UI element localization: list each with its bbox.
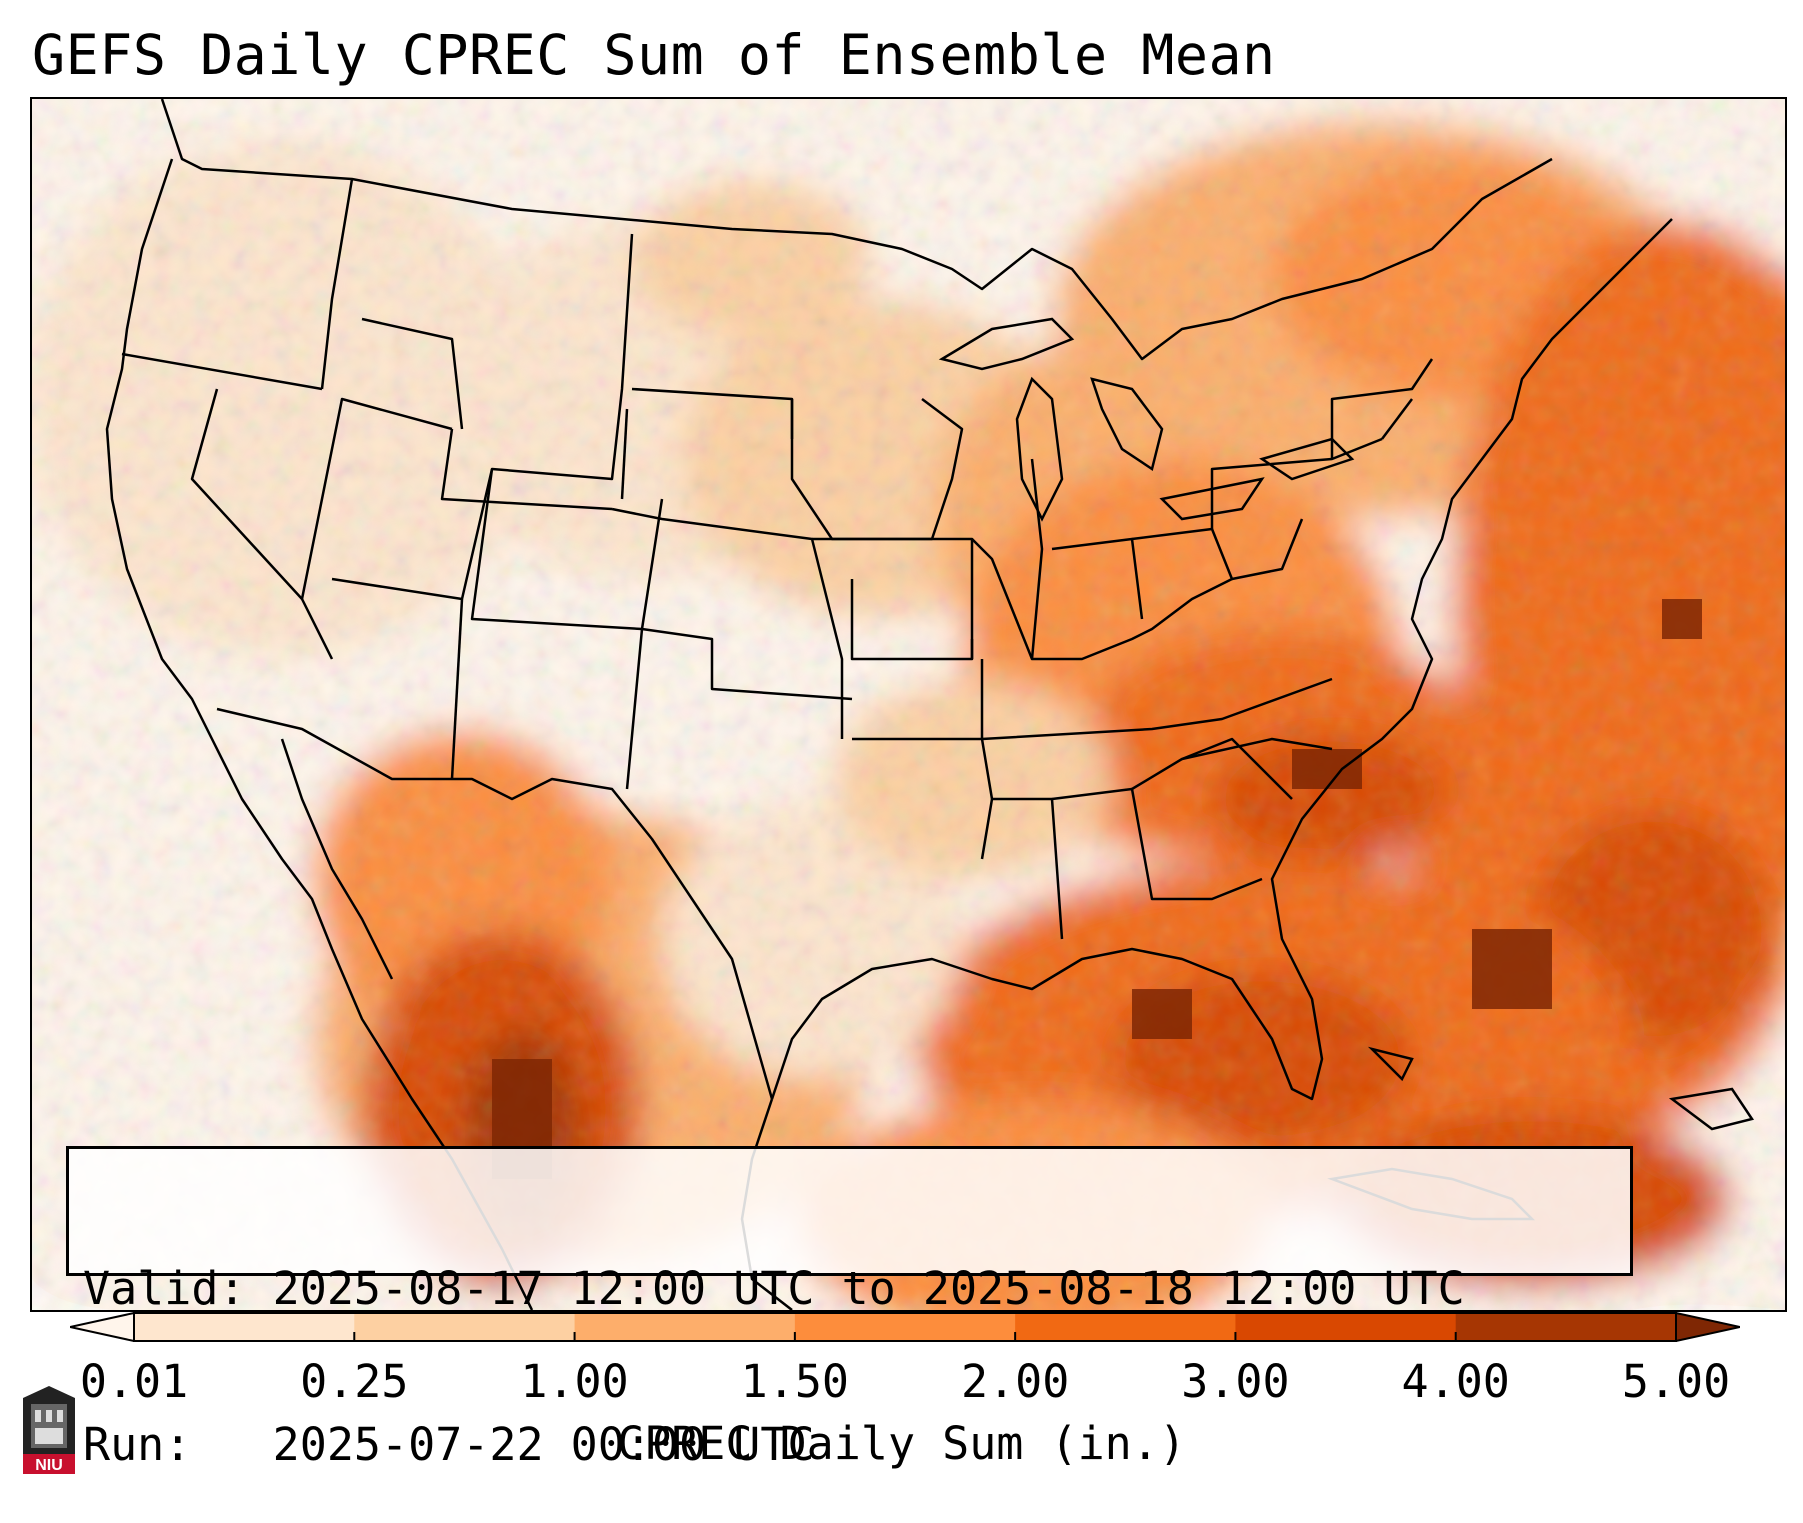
colorbar-bin [1235, 1313, 1457, 1341]
colorbar-tick-label: 3.00 [1181, 1355, 1290, 1408]
colorbar-label: CPREC Daily Sum (in.) [617, 1417, 1186, 1470]
colorbar [70, 1312, 1740, 1342]
valid-range: 2025-08-17 12:00 UTC to 2025-08-18 12:00… [272, 1262, 1465, 1315]
valid-label: Valid: [83, 1262, 246, 1315]
valid-line: Valid: 2025-08-17 12:00 UTC to 2025-08-1… [83, 1263, 1630, 1315]
colorbar-tick-label: 4.00 [1401, 1355, 1510, 1408]
valid-time-box: Valid: 2025-08-17 12:00 UTC to 2025-08-1… [66, 1146, 1633, 1471]
colorbar-tick-label: 1.50 [740, 1355, 850, 1408]
colorbar-tick-label: 0.25 [300, 1355, 409, 1408]
colorbar-bin [134, 1313, 355, 1341]
run-label: Run: [83, 1418, 192, 1471]
grid-texture [32, 99, 1785, 1310]
map-canvas [32, 99, 1785, 1310]
colorbar-bin [794, 1313, 1016, 1341]
colorbar-extend-under [70, 1312, 135, 1342]
colorbar-bin [1015, 1313, 1236, 1341]
colorbar-tick-label: 0.01 [79, 1355, 189, 1408]
colorbar-extend-over [1675, 1312, 1740, 1342]
run-time: 2025-07-22 00:00 UTC [272, 1418, 815, 1471]
niu-logo: NIU [23, 1386, 75, 1474]
colorbar-tick-label: 2.00 [960, 1355, 1070, 1408]
map-title: GEFS Daily CPREC Sum of Ensemble Mean [32, 23, 1276, 87]
colorbar-bin [1455, 1313, 1677, 1341]
logo-text: NIU [35, 1457, 63, 1474]
precipitation-map [30, 97, 1787, 1312]
colorbar-outline [133, 1312, 1677, 1342]
great-lakes [938, 317, 1355, 522]
colorbar-bin [354, 1313, 576, 1341]
colorbar-bin [574, 1313, 796, 1341]
colorbar-tick-label: 1.00 [520, 1355, 629, 1408]
colorbar-tick-label: 5.00 [1621, 1355, 1731, 1408]
run-line: Run: 2025-07-22 00:00 UTC [83, 1419, 1630, 1471]
political-boundaries [105, 99, 1673, 1310]
